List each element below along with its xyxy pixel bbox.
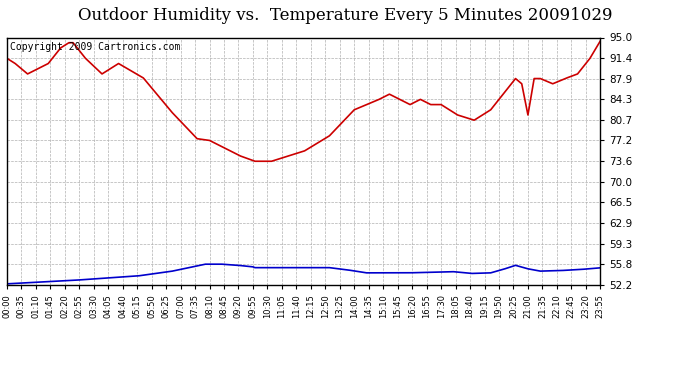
Text: Copyright 2009 Cartronics.com: Copyright 2009 Cartronics.com: [10, 42, 180, 52]
Text: Outdoor Humidity vs.  Temperature Every 5 Minutes 20091029: Outdoor Humidity vs. Temperature Every 5…: [78, 8, 612, 24]
